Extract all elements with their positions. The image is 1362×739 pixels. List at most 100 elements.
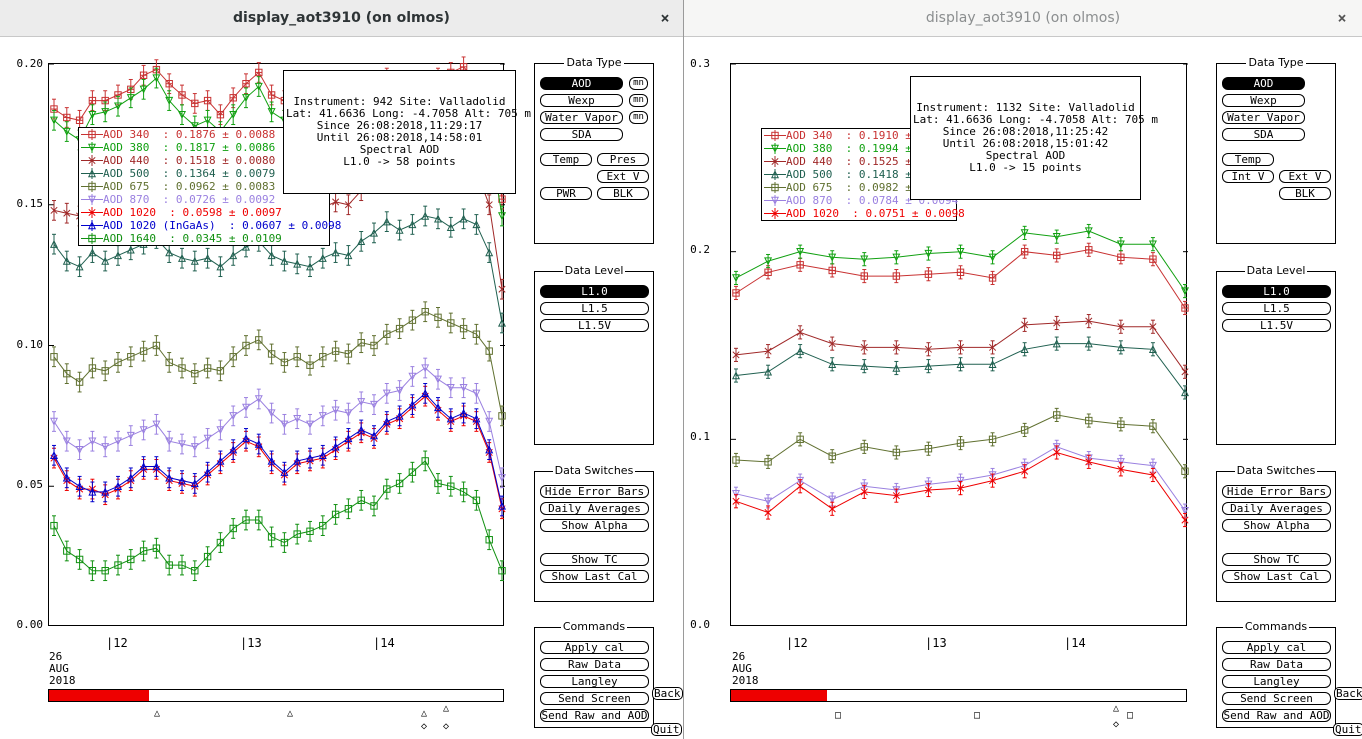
water-vapor-unit-button[interactable]: mn: [629, 111, 648, 124]
data-point: [357, 425, 366, 434]
temp-button[interactable]: Temp: [1222, 153, 1274, 166]
l1-5-button[interactable]: L1.5: [1222, 302, 1331, 315]
data-point: [433, 375, 443, 384]
water-vapor-button[interactable]: Water Vapor: [1222, 111, 1305, 124]
l1-5-button[interactable]: L1.5: [540, 302, 649, 315]
data-point: [497, 501, 507, 510]
ext-v-button[interactable]: Ext V: [597, 170, 649, 183]
l1-0-button[interactable]: L1.0: [540, 285, 649, 298]
data-point: [956, 484, 965, 492]
data-point: [165, 358, 173, 367]
show-alpha-button[interactable]: Show Alpha: [1222, 519, 1331, 532]
close-icon[interactable]: ×: [660, 9, 670, 27]
data-point: [989, 477, 997, 485]
data-point: [331, 510, 340, 519]
temp-button[interactable]: Temp: [540, 153, 592, 166]
series-aod-675: [732, 407, 1189, 479]
data-point: [331, 406, 340, 415]
diamond-marker-icon[interactable]: ◇: [1113, 719, 1120, 730]
data-point: [216, 426, 225, 435]
pwr-button[interactable]: PWR: [540, 187, 592, 200]
pres-button[interactable]: Pres: [597, 153, 649, 166]
data-point: [165, 248, 174, 257]
data-point: [113, 251, 123, 260]
raw-data-button[interactable]: Raw Data: [540, 658, 649, 671]
back-button[interactable]: Back: [1334, 687, 1362, 700]
blk-button[interactable]: BLK: [1279, 187, 1331, 200]
legend-marker: [770, 196, 780, 205]
triangle-marker-icon[interactable]: △: [421, 708, 428, 719]
apply-cal-button[interactable]: Apply cal: [540, 641, 649, 654]
hide-error-bars-button[interactable]: Hide Error Bars: [540, 485, 649, 498]
square-marker-icon[interactable]: □: [1127, 710, 1134, 721]
ext-v-button[interactable]: Ext V: [1279, 170, 1331, 183]
show-last-cal-button[interactable]: Show Last Cal: [540, 570, 649, 583]
triangle-marker-icon[interactable]: △: [1113, 703, 1120, 714]
data-point: [408, 316, 417, 324]
data-point: [255, 336, 263, 344]
data-point: [383, 485, 391, 493]
l1-5v-button[interactable]: L1.5V: [540, 319, 649, 332]
data-point: [446, 414, 455, 423]
data-point: [892, 492, 900, 500]
panel-title: Data Switches: [552, 464, 636, 477]
raw-data-button[interactable]: Raw Data: [1222, 658, 1331, 671]
diamond-marker-icon[interactable]: ◇: [421, 721, 428, 732]
l1-5v-button[interactable]: L1.5V: [1222, 319, 1331, 332]
data-point: [267, 456, 276, 465]
apply-cal-button[interactable]: Apply cal: [1222, 641, 1331, 654]
data-point: [63, 113, 71, 122]
sda-button[interactable]: SDA: [1222, 128, 1305, 141]
data-point: [229, 353, 237, 361]
l1-0-button[interactable]: L1.0: [1222, 285, 1331, 298]
data-point: [1053, 319, 1061, 327]
data-point: [1053, 411, 1061, 419]
send-raw-and-aod-button[interactable]: Send Raw and AOD: [1222, 709, 1331, 722]
triangle-marker-icon[interactable]: △: [154, 708, 161, 719]
series-line: [735, 230, 1186, 292]
data-point: [860, 255, 869, 264]
triangle-marker-icon[interactable]: △: [443, 703, 450, 714]
data-point: [956, 359, 965, 368]
sda-button[interactable]: SDA: [540, 128, 623, 141]
x-tick-label: |14: [1064, 636, 1086, 650]
data-point: [732, 497, 740, 505]
data-point: [331, 248, 340, 257]
aod-button[interactable]: AOD: [1222, 77, 1305, 90]
show-alpha-button[interactable]: Show Alpha: [540, 519, 649, 532]
legend-entry: AOD 1020 : 0.0598 ± 0.0097: [79, 206, 327, 219]
daily-averages-button[interactable]: Daily Averages: [540, 502, 649, 515]
legend-entry: AOD 340 : 0.1876 ± 0.0088: [79, 128, 327, 141]
wexp-button[interactable]: Wexp: [1222, 94, 1305, 107]
data-point: [152, 74, 161, 83]
triangle-marker-icon[interactable]: △: [287, 708, 294, 719]
quit-button[interactable]: Quit: [1333, 723, 1362, 736]
wexp-unit-button[interactable]: mn: [629, 94, 648, 107]
square-marker-icon[interactable]: □: [835, 710, 842, 721]
data-point: [1117, 253, 1125, 261]
int-v-button[interactable]: Int V: [1222, 170, 1274, 183]
show-tc-button[interactable]: Show TC: [540, 553, 649, 566]
data-point: [1085, 458, 1093, 466]
send-screen-button[interactable]: Send Screen: [1222, 692, 1331, 705]
show-last-cal-button[interactable]: Show Last Cal: [1222, 570, 1331, 583]
quit-button[interactable]: Quit: [651, 723, 682, 736]
langley-button[interactable]: Langley: [1222, 675, 1331, 688]
back-button[interactable]: Back: [652, 687, 683, 700]
blk-button[interactable]: BLK: [597, 187, 649, 200]
data-switches-panel: Data Switches Hide Error Bars Daily Aver…: [1216, 464, 1336, 602]
aod-button[interactable]: AOD: [540, 77, 623, 90]
send-screen-button[interactable]: Send Screen: [540, 692, 649, 705]
wexp-button[interactable]: Wexp: [540, 94, 623, 107]
data-point: [1053, 251, 1061, 260]
diamond-marker-icon[interactable]: ◇: [443, 721, 450, 732]
water-vapor-button[interactable]: Water Vapor: [540, 111, 623, 124]
square-marker-icon[interactable]: □: [974, 710, 981, 721]
aod-unit-button[interactable]: mn: [629, 77, 648, 90]
close-icon[interactable]: ×: [1337, 9, 1347, 27]
hide-error-bars-button[interactable]: Hide Error Bars: [1222, 485, 1331, 498]
show-tc-button[interactable]: Show TC: [1222, 553, 1331, 566]
daily-averages-button[interactable]: Daily Averages: [1222, 502, 1331, 515]
langley-button[interactable]: Langley: [540, 675, 649, 688]
send-raw-and-aod-button[interactable]: Send Raw and AOD: [540, 709, 649, 722]
